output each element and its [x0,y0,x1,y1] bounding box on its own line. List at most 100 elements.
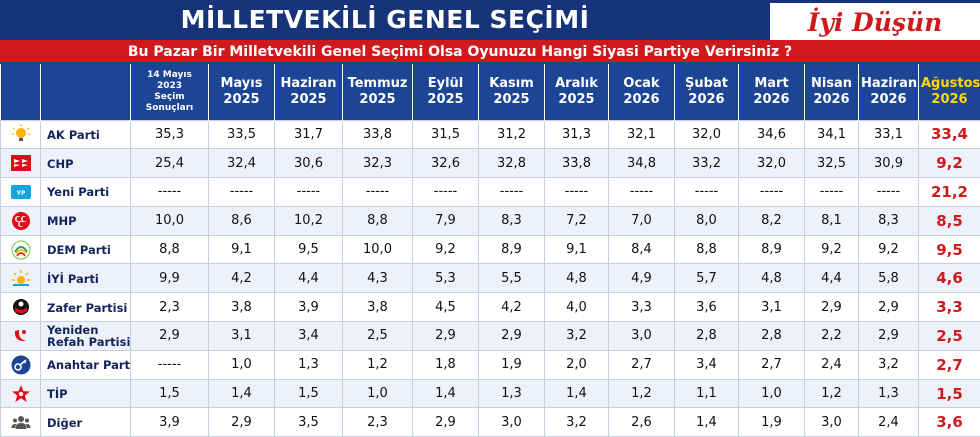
party-name-cell: TİP [40,378,131,409]
value-cell: 3,8 [342,292,413,323]
party-name-cell: DEM Parti [40,234,131,265]
party-logo-cell [0,263,41,294]
party-name-cell: AK Parti [40,119,131,150]
value-cell: 9,2 [412,234,479,265]
svg-text:YP: YP [15,190,25,197]
value-cell: ----- [738,177,805,207]
party-name: TİP [47,387,68,402]
value-cell: ----- [274,177,343,207]
header-logo-cell [0,64,41,120]
party-logo-cell [0,321,41,351]
value-cell: 25,4 [130,148,209,179]
column-header: Mayıs 2025 [208,64,275,120]
value-cell: 8,0 [674,205,739,236]
value-cell: 32,8 [478,148,545,179]
value-cell: 3,0 [478,407,545,437]
zafer-partisi-icon [11,297,31,317]
value-cell: 2,8 [738,321,805,351]
poll-table: 14 Mayıs 2023 Seçim Sonuçları Mayıs 2025 Haz… [0,64,980,437]
header-party-cell [40,64,131,120]
value-cell: 1,8 [412,349,479,380]
value-cell: 8,6 [208,205,275,236]
column-header: 14 Mayıs 2023 Seçim Sonuçları [130,64,209,120]
value-cell: 1,2 [342,349,413,380]
value-cell: 8,8 [674,234,739,265]
value-cell: 32,5 [804,148,859,179]
value-cell: ----- [412,177,479,207]
value-cell: 2,9 [130,321,209,351]
value-cell: 3,9 [130,407,209,437]
ak-parti-bulb-icon [11,124,31,144]
column-header: Nisan 2026 [804,64,859,120]
column-header: Aralık 2025 [544,64,609,120]
current-value-cell: 3,3 [918,292,980,323]
table-row: MHP 10,0 8,6 10,2 8,8 7,9 8,3 7,2 7,0 8,0 8,2 8,1 8,… [0,205,980,236]
value-cell: 33,8 [544,148,609,179]
mhp-crescents-icon [11,211,31,231]
value-cell: 3,2 [544,321,609,351]
value-cell: 2,2 [804,321,859,351]
party-logo-cell: YP [0,177,41,207]
value-cell: 30,6 [274,148,343,179]
value-cell: 1,0 [208,349,275,380]
table-row: Diğer 3,9 2,9 3,5 2,3 2,9 3,0 3,2 2,6 1,4 1,9 3,0 2,… [0,407,980,437]
value-cell: 1,4 [544,378,609,409]
value-cell: 3,9 [274,292,343,323]
value-cell: ----- [478,177,545,207]
brand-logo: İyi Düşün [807,8,943,37]
value-cell: 32,6 [412,148,479,179]
current-value-cell: 4,6 [918,263,980,294]
people-group-icon [11,412,31,432]
yeni-parti-icon: YP [10,182,31,202]
value-cell: 2,6 [608,407,675,437]
current-value-cell: 9,2 [918,148,980,179]
party-name: Anahtar Parti [47,358,131,373]
table-header-row: 14 Mayıs 2023 Seçim Sonuçları Mayıs 2025 Haz… [0,64,980,120]
value-cell: 2,3 [130,292,209,323]
current-value-cell: 3,6 [918,407,980,437]
value-cell: 4,5 [412,292,479,323]
table-row: CHP 25,4 32,4 30,6 32,3 32,6 32,8 33,8 34,8 33,2 3… [0,148,980,179]
value-cell: ----- [130,349,209,380]
value-cell: 4,2 [208,263,275,294]
value-cell: 32,1 [608,119,675,150]
value-cell: 3,4 [674,349,739,380]
value-cell: 2,9 [412,407,479,437]
table-row: AK Parti 35,3 33,5 31,7 33,8 31,5 31,2 31,3 32,1… [0,119,980,150]
value-cell: 2,4 [858,407,919,437]
value-cell: 3,2 [858,349,919,380]
column-header: Haziran 2026 [858,64,919,120]
table-row: YP Yeni Parti ----- ----- ----- ----- ----- ---… [0,177,980,207]
value-cell: 2,5 [342,321,413,351]
value-cell: 2,7 [608,349,675,380]
value-cell: 4,0 [544,292,609,323]
dem-parti-icon [11,240,31,260]
value-cell: 30,9 [858,148,919,179]
value-cell: 1,4 [674,407,739,437]
table-row: Anahtar Parti ----- 1,0 1,3 1,2 1,8 1,9 2,0 2,7 3… [0,349,980,380]
value-cell: 33,1 [858,119,919,150]
table-row: İYİ Parti 9,9 4,2 4,4 4,3 5,3 5,5 4,8 4,9 5,7 4,8 4… [0,263,980,294]
value-cell: 8,8 [342,205,413,236]
value-cell: 1,5 [130,378,209,409]
value-cell: 2,9 [858,321,919,351]
yeniden-refah-icon [11,326,31,346]
value-cell: 2,8 [674,321,739,351]
party-logo-cell [0,119,41,150]
value-cell: 3,1 [208,321,275,351]
column-header: Şubat 2026 [674,64,739,120]
party-name: CHP [47,156,74,171]
value-cell: 1,0 [342,378,413,409]
value-cell: 10,0 [130,205,209,236]
value-cell: 34,8 [608,148,675,179]
value-cell: 1,2 [608,378,675,409]
party-name-cell: Yeniden Refah Partisi [40,321,131,351]
value-cell: 1,9 [738,407,805,437]
party-name: İYİ Parti [47,271,99,286]
value-cell: 3,3 [608,292,675,323]
current-value-cell: 2,7 [918,349,980,380]
current-value-cell: 33,4 [918,119,980,150]
value-cell: ----- [208,177,275,207]
value-cell: 3,4 [274,321,343,351]
value-cell: 9,1 [208,234,275,265]
